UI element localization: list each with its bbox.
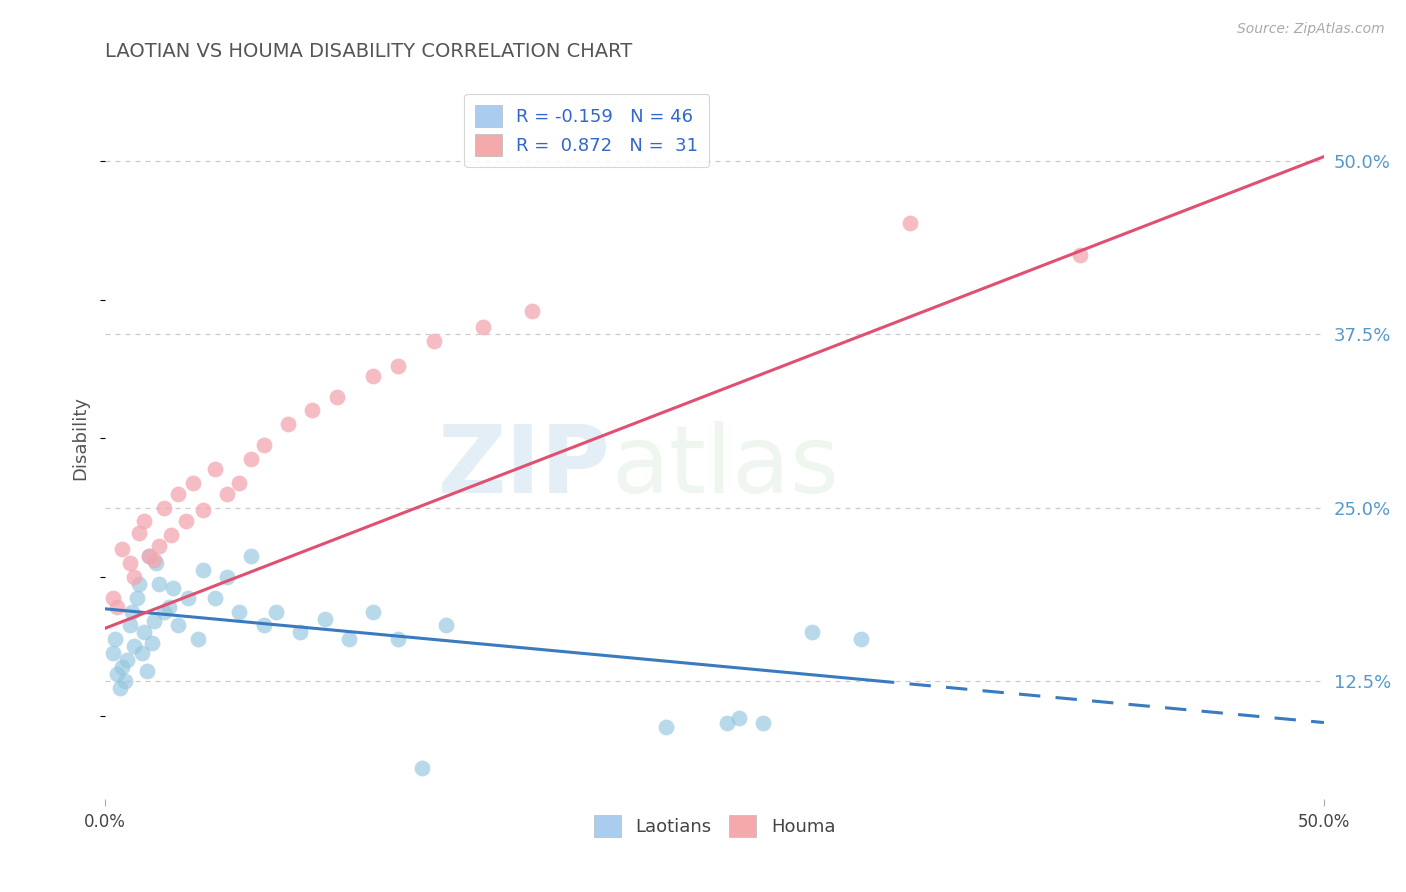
Point xyxy=(240,549,263,563)
Point xyxy=(716,715,738,730)
Point xyxy=(228,475,250,490)
Point xyxy=(253,618,276,632)
Text: Source: ZipAtlas.com: Source: ZipAtlas.com xyxy=(1237,22,1385,37)
Legend: Laotians, Houma: Laotians, Houma xyxy=(586,807,842,844)
Point xyxy=(124,640,146,654)
Point xyxy=(148,577,170,591)
Point xyxy=(152,605,174,619)
Point xyxy=(277,417,299,432)
Point xyxy=(472,320,495,334)
Point xyxy=(655,720,678,734)
Point xyxy=(145,556,167,570)
Point xyxy=(111,542,134,557)
Point xyxy=(423,334,446,348)
Point xyxy=(108,681,131,695)
Point xyxy=(135,665,157,679)
Point xyxy=(187,632,209,647)
Point xyxy=(387,359,409,373)
Point xyxy=(849,632,872,647)
Point xyxy=(240,452,263,467)
Point xyxy=(148,540,170,554)
Point xyxy=(131,646,153,660)
Point xyxy=(326,390,349,404)
Point xyxy=(160,528,183,542)
Point xyxy=(157,600,180,615)
Point xyxy=(104,632,127,647)
Point xyxy=(253,438,276,452)
Point xyxy=(124,570,146,584)
Point xyxy=(728,711,751,725)
Point xyxy=(177,591,200,605)
Point xyxy=(363,605,385,619)
Y-axis label: Disability: Disability xyxy=(72,396,89,480)
Point xyxy=(125,591,148,605)
Point xyxy=(138,549,160,563)
Point xyxy=(752,715,775,730)
Text: LAOTIAN VS HOUMA DISABILITY CORRELATION CHART: LAOTIAN VS HOUMA DISABILITY CORRELATION … xyxy=(105,42,633,61)
Point xyxy=(141,636,163,650)
Point xyxy=(118,618,141,632)
Point xyxy=(387,632,409,647)
Point xyxy=(114,673,136,688)
Point xyxy=(217,486,239,500)
Point xyxy=(101,646,124,660)
Point xyxy=(290,625,312,640)
Point xyxy=(228,605,250,619)
Point xyxy=(143,615,166,629)
Point xyxy=(134,515,156,529)
Point xyxy=(128,525,150,540)
Point xyxy=(363,368,385,383)
Point xyxy=(520,303,543,318)
Point xyxy=(134,625,156,640)
Point xyxy=(174,515,197,529)
Point xyxy=(411,761,433,775)
Point xyxy=(204,461,226,475)
Text: atlas: atlas xyxy=(612,421,839,513)
Point xyxy=(1069,248,1091,262)
Point xyxy=(314,611,336,625)
Point xyxy=(204,591,226,605)
Point xyxy=(105,600,128,615)
Point xyxy=(181,475,204,490)
Point xyxy=(121,605,143,619)
Point xyxy=(162,581,184,595)
Point xyxy=(191,563,214,577)
Point xyxy=(898,216,921,230)
Point xyxy=(191,503,214,517)
Point xyxy=(115,653,138,667)
Point xyxy=(436,618,458,632)
Point xyxy=(152,500,174,515)
Text: ZIP: ZIP xyxy=(439,421,612,513)
Point xyxy=(167,486,190,500)
Point xyxy=(138,549,160,563)
Point xyxy=(217,570,239,584)
Point xyxy=(118,556,141,570)
Point xyxy=(167,618,190,632)
Point xyxy=(801,625,824,640)
Point xyxy=(101,591,124,605)
Point xyxy=(264,605,287,619)
Point xyxy=(143,553,166,567)
Point xyxy=(105,667,128,681)
Point xyxy=(111,660,134,674)
Point xyxy=(128,577,150,591)
Point xyxy=(337,632,360,647)
Point xyxy=(301,403,323,417)
